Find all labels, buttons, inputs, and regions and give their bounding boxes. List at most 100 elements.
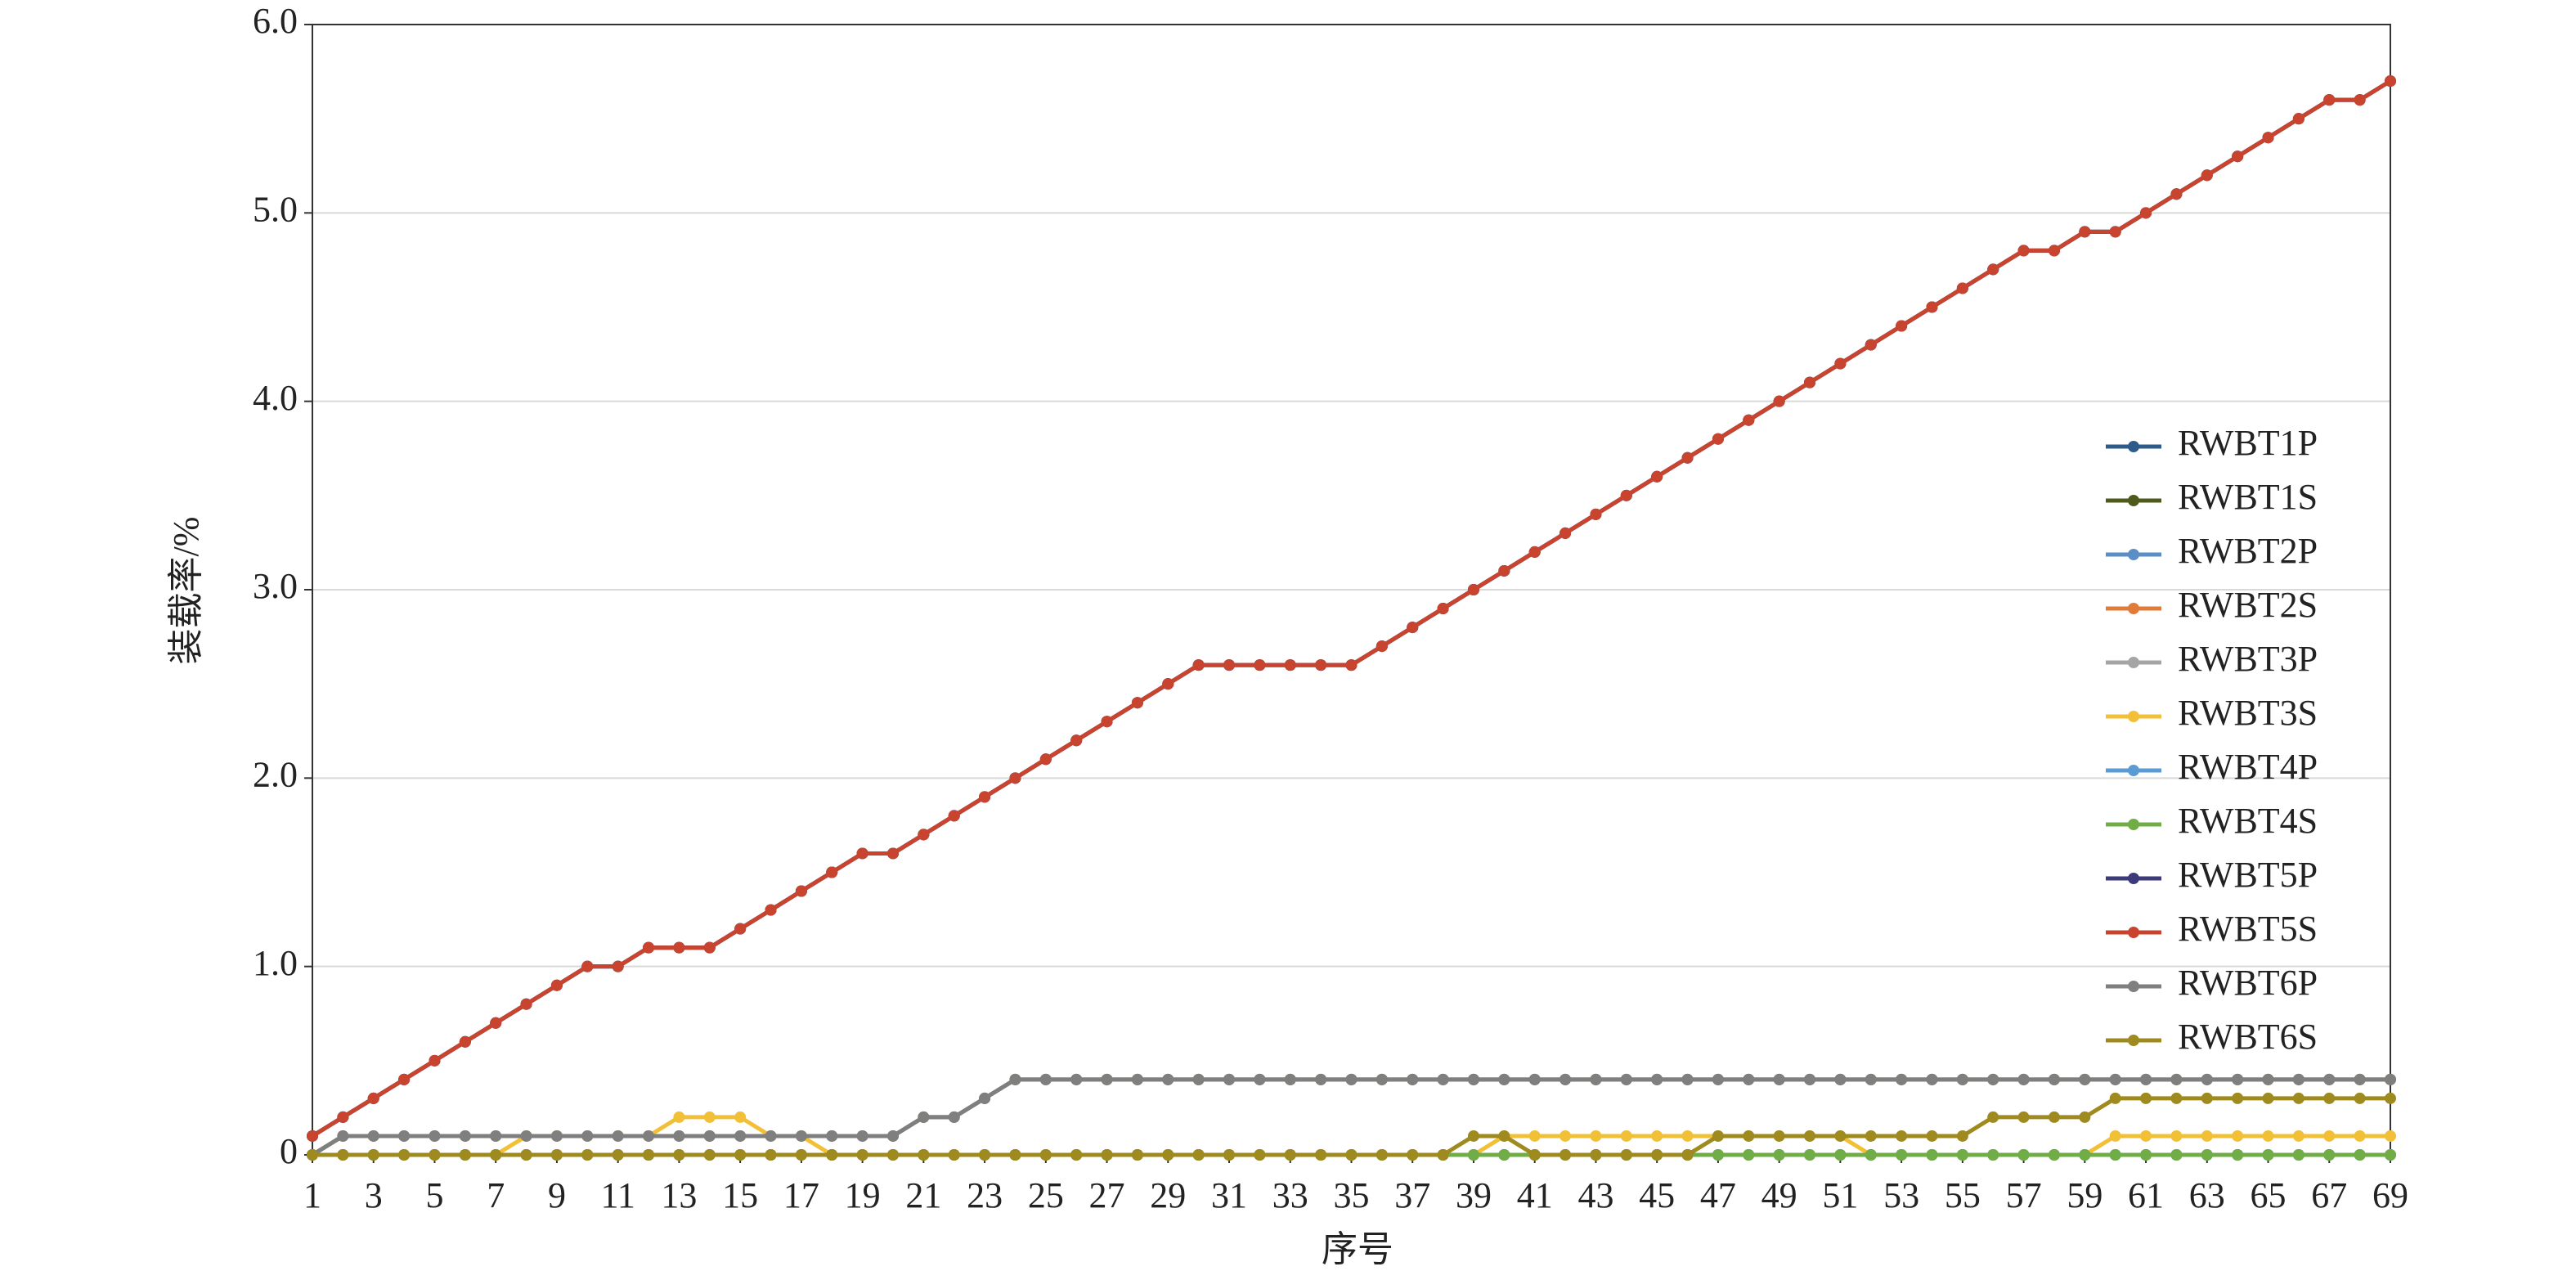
x-tick-label: 13	[661, 1175, 697, 1215]
data-point	[1590, 1073, 1602, 1085]
legend-marker	[2128, 981, 2139, 992]
data-point	[2354, 1073, 2366, 1085]
series-line	[311, 79, 2392, 1139]
data-point	[1101, 1149, 1113, 1161]
data-point	[1743, 1073, 1755, 1085]
series-line	[311, 79, 2392, 1139]
data-point	[703, 1149, 716, 1161]
x-tick-label: 65	[2251, 1175, 2287, 1215]
data-point	[1896, 320, 1908, 332]
data-point	[673, 941, 685, 954]
data-point	[1896, 1073, 1908, 1085]
data-point	[2201, 169, 2213, 182]
data-point	[1039, 1073, 1052, 1085]
data-point	[826, 1149, 838, 1161]
x-tick-label: 69	[2372, 1175, 2408, 1215]
data-point	[581, 1130, 594, 1142]
data-point	[1681, 1073, 1694, 1085]
data-point	[1804, 1130, 1816, 1142]
data-point	[2170, 188, 2183, 200]
data-point	[1681, 451, 1694, 464]
data-point	[2262, 1092, 2274, 1104]
legend-label: RWBT2S	[2178, 585, 2318, 625]
data-point	[1896, 1149, 1908, 1161]
data-point	[1192, 1073, 1205, 1085]
data-point	[2354, 1149, 2366, 1161]
x-tick-label: 11	[600, 1175, 635, 1215]
data-point	[459, 1149, 471, 1161]
data-point	[1498, 1130, 1510, 1142]
data-point	[1560, 1149, 1572, 1161]
data-point	[1528, 1130, 1541, 1142]
data-point	[2292, 1073, 2304, 1085]
data-point	[1865, 1130, 1877, 1142]
data-point	[1223, 1149, 1236, 1161]
x-tick-label: 15	[722, 1175, 758, 1215]
x-tick-label: 23	[967, 1175, 1003, 1215]
y-tick-label: 1.0	[253, 943, 298, 983]
data-point	[1407, 622, 1419, 634]
data-point	[1101, 716, 1113, 728]
data-point	[1009, 1149, 1021, 1161]
legend-marker	[2128, 441, 2139, 452]
data-point	[2323, 94, 2336, 106]
data-point	[2109, 1073, 2121, 1085]
data-point	[826, 866, 838, 878]
data-point	[2017, 1149, 2030, 1161]
legend: RWBT1P RWBT1S RWBT2P RWBT2S RWBT3P RWBT3S RWBT…	[2106, 423, 2318, 1057]
data-point	[2232, 1092, 2244, 1104]
legend-label: RWBT1P	[2178, 423, 2318, 463]
x-tick-label: 21	[905, 1175, 941, 1215]
x-tick-label: 49	[1761, 1175, 1797, 1215]
y-tick-label: 5.0	[253, 189, 298, 229]
data-point	[2079, 226, 2091, 238]
data-point	[1773, 1130, 1785, 1142]
data-point	[1865, 1073, 1877, 1085]
x-tick-label: 53	[1883, 1175, 1919, 1215]
data-point	[765, 1130, 777, 1142]
x-tick-label: 35	[1334, 1175, 1370, 1215]
data-point	[367, 1149, 379, 1161]
data-point	[1131, 1073, 1143, 1085]
data-point	[2201, 1073, 2213, 1085]
data-point	[1834, 357, 1847, 370]
data-point	[520, 1130, 532, 1142]
data-point	[2292, 113, 2304, 125]
data-point	[1162, 678, 1174, 690]
data-point	[1560, 527, 1572, 539]
x-tick-label: 25	[1028, 1175, 1064, 1215]
data-point	[1315, 659, 1327, 671]
data-point	[2201, 1130, 2213, 1142]
data-point	[1865, 339, 1877, 351]
data-point	[1834, 1149, 1847, 1161]
data-point	[2140, 1149, 2152, 1161]
data-point	[1467, 1149, 1479, 1161]
data-point	[1254, 1073, 1266, 1085]
data-point	[2385, 1130, 2396, 1142]
legend-label: RWBT1S	[2178, 477, 2318, 517]
data-point	[550, 1130, 563, 1142]
data-point	[1926, 1149, 1938, 1161]
data-point	[1773, 1149, 1785, 1161]
x-tick-label: 7	[487, 1175, 505, 1215]
data-point	[1651, 1073, 1663, 1085]
data-point	[2079, 1111, 2091, 1123]
data-point	[2292, 1092, 2304, 1104]
data-point	[520, 998, 532, 1010]
data-point	[1681, 1149, 1694, 1161]
data-point	[1528, 546, 1541, 558]
data-point	[1620, 489, 1632, 501]
data-point	[1131, 1149, 1143, 1161]
data-point	[2385, 1149, 2396, 1161]
data-point	[2048, 1073, 2060, 1085]
data-point	[490, 1149, 502, 1161]
data-point	[1162, 1149, 1174, 1161]
data-point	[2232, 1149, 2244, 1161]
data-point	[2109, 1130, 2121, 1142]
data-point	[367, 1092, 379, 1104]
data-point	[1254, 659, 1266, 671]
data-point	[1956, 1149, 1968, 1161]
series-line	[311, 79, 2392, 1139]
data-point	[673, 1111, 685, 1123]
x-axis-label: 序号	[1322, 1229, 1393, 1269]
